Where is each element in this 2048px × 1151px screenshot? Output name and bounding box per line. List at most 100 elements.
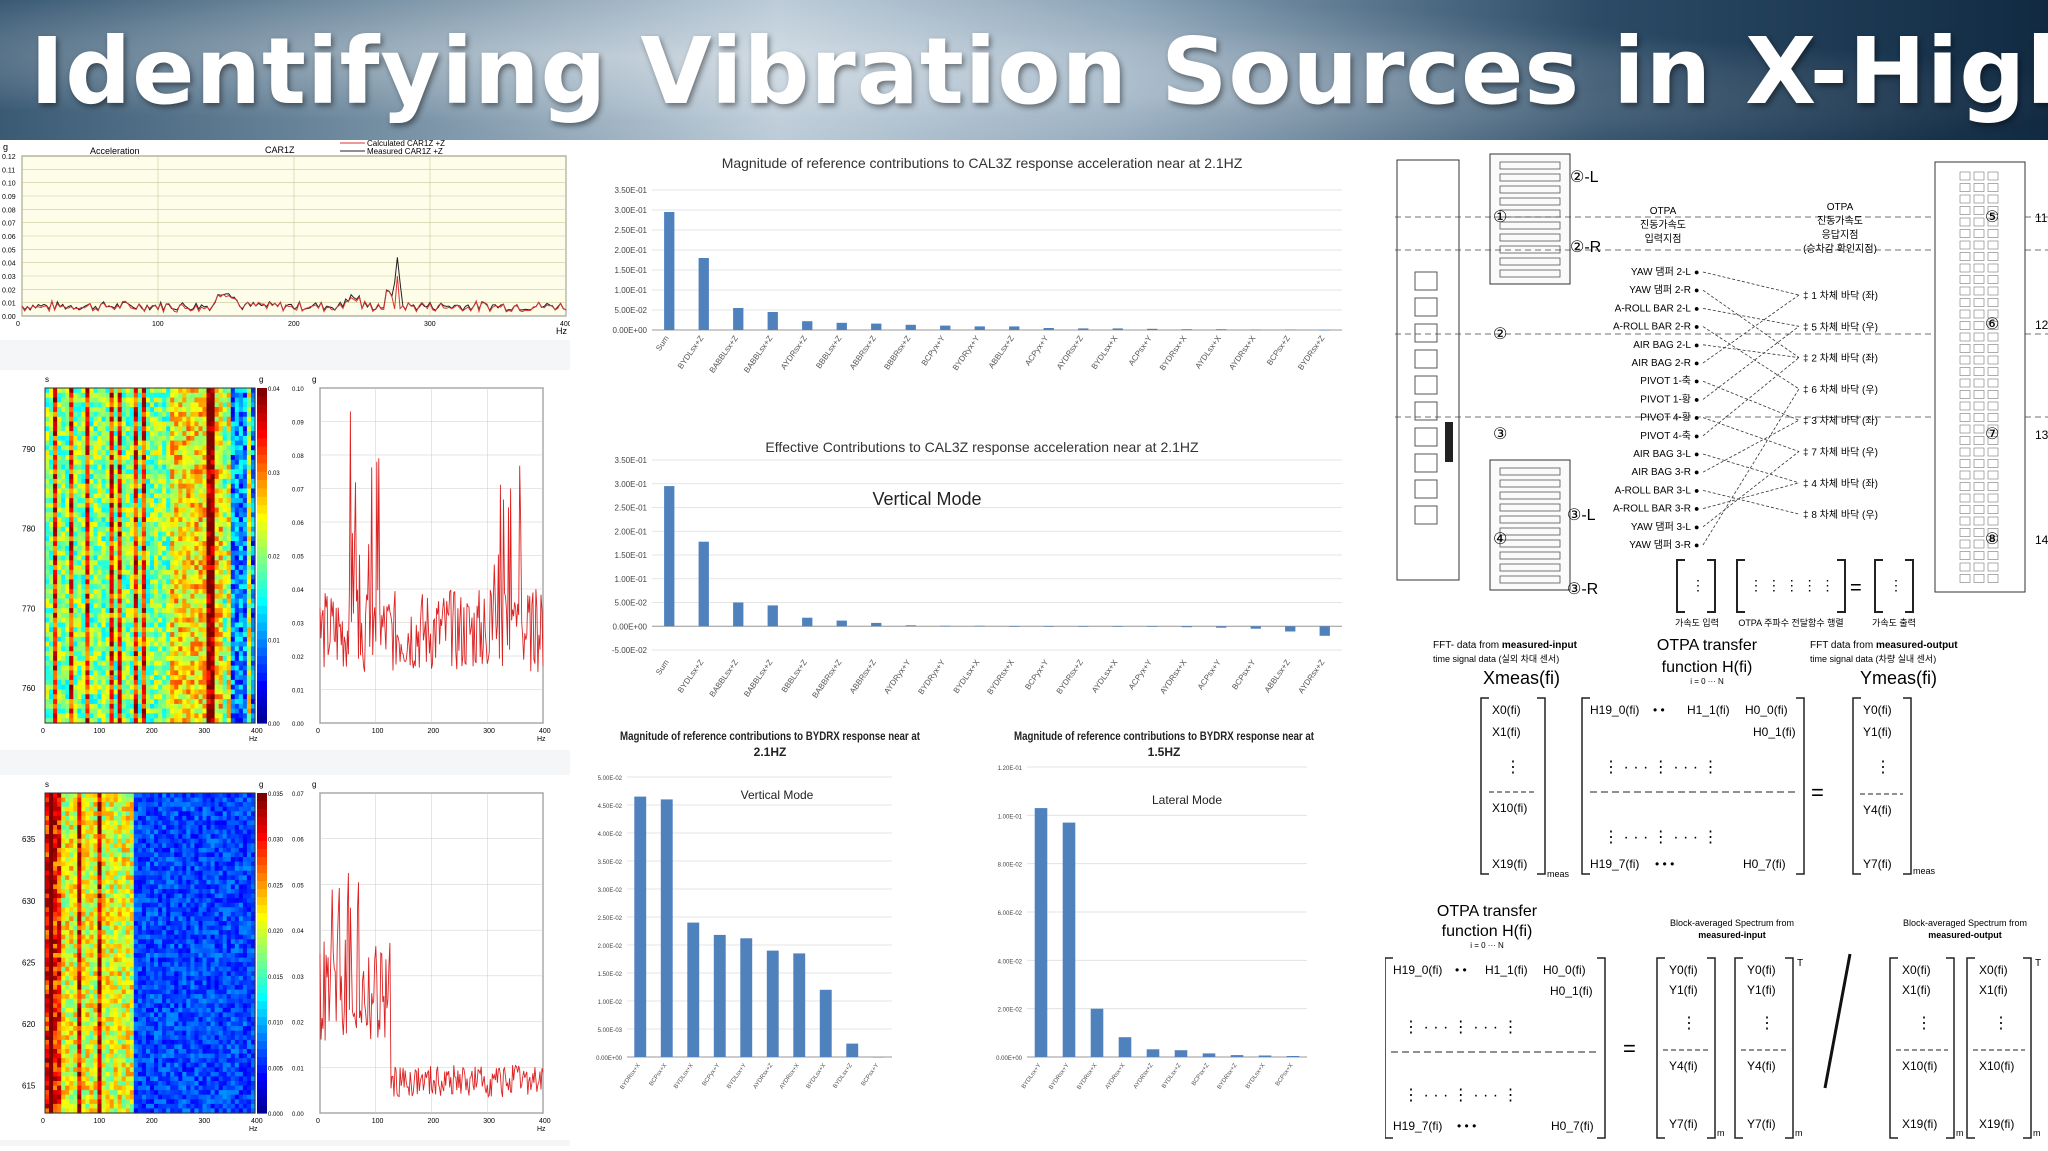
- spectrogram-cell: [138, 479, 143, 484]
- spectrogram-cell: [102, 398, 107, 403]
- spectrogram-cell: [126, 407, 131, 412]
- spectrogram-cell: [130, 517, 135, 522]
- spectrogram-cell: [186, 704, 191, 709]
- spectrogram-cell: [219, 570, 224, 575]
- spectrogram-cell: [53, 656, 58, 661]
- spectrogram-cell: [106, 880, 111, 885]
- spectrogram-cell: [146, 661, 151, 666]
- spectrogram-cell: [102, 632, 107, 637]
- spectrogram-cell: [199, 431, 204, 436]
- spectrogram-cell: [118, 565, 123, 570]
- spectrogram-cell: [134, 646, 139, 651]
- spectrogram-cell: [65, 656, 70, 661]
- spectrogram-cell: [110, 398, 115, 403]
- spectrogram-cell: [186, 802, 191, 807]
- spectrogram-cell: [247, 608, 252, 613]
- spectrogram-cell: [126, 565, 131, 570]
- spectrogram-cell: [102, 637, 107, 642]
- spectrogram-cell: [207, 422, 212, 427]
- spectrogram-cell: [45, 618, 50, 623]
- spectrogram-cell: [114, 694, 119, 699]
- spectrogram-cell: [154, 493, 159, 498]
- spectrogram-cell: [110, 536, 115, 541]
- spectrogram-cell: [61, 670, 66, 675]
- spectrogram-cell: [61, 527, 66, 532]
- spectrogram-cell: [77, 709, 82, 714]
- spectrogram-cell: [231, 811, 236, 816]
- spectrogram-cell: [231, 848, 236, 853]
- spectrogram-cell: [215, 484, 220, 489]
- spectrogram-cell: [89, 546, 94, 551]
- spectrogram-cell: [170, 857, 175, 862]
- spectrogram-cell: [150, 579, 155, 584]
- spectrogram-cell: [110, 670, 115, 675]
- spectrogram-cell: [81, 608, 86, 613]
- spectrogram-cell: [134, 843, 139, 848]
- spectrum-x-tick: 100: [372, 728, 384, 735]
- spectrogram-cell: [219, 699, 224, 704]
- spectrogram-cell: [211, 656, 216, 661]
- spectrogram-cell: [231, 594, 236, 599]
- spectrogram-cell: [150, 839, 155, 844]
- spectrogram-cell: [114, 623, 119, 628]
- spectrogram-cell: [239, 866, 244, 871]
- spectrogram-cell: [106, 489, 111, 494]
- spectrogram-cell: [49, 508, 54, 513]
- spectrogram-cell: [199, 417, 204, 422]
- spectrogram-cell: [89, 848, 94, 853]
- spectrogram-cell: [73, 675, 78, 680]
- spectrogram-cell: [190, 551, 195, 556]
- spectrogram-cell: [170, 398, 175, 403]
- spectrogram-cell: [65, 843, 70, 848]
- spectrogram-cell: [162, 498, 167, 503]
- spectrogram-cell: [211, 493, 216, 498]
- spectrogram-cell: [110, 862, 115, 867]
- spectrogram-cell: [138, 843, 143, 848]
- spectrogram-cell: [102, 894, 107, 899]
- spectrogram-cell: [247, 704, 252, 709]
- spectrogram-cell: [61, 489, 66, 494]
- spectrogram-cell: [219, 489, 224, 494]
- spectrogram-cell: [146, 685, 151, 690]
- spectrogram-cell: [146, 393, 151, 398]
- spectrogram-cell: [138, 852, 143, 857]
- spectrogram-cell: [207, 642, 212, 647]
- spectrogram-cell: [102, 489, 107, 494]
- spectrogram-cell: [150, 825, 155, 830]
- spectrogram-cell: [134, 599, 139, 604]
- spectrogram-cell: [223, 484, 228, 489]
- spectrogram-cell: [215, 388, 220, 393]
- spectrogram-cell: [65, 450, 70, 455]
- spectrogram-cell: [223, 570, 228, 575]
- spectrogram-cell: [174, 445, 179, 450]
- spectrogram-cell: [138, 512, 143, 517]
- spectrogram-cell: [178, 661, 183, 666]
- spectrogram-cell: [227, 402, 232, 407]
- spectrogram-cell: [235, 848, 240, 853]
- spectrogram-cell: [53, 417, 58, 422]
- spectrogram-cell: [170, 680, 175, 685]
- spectrogram-cell: [81, 508, 86, 513]
- spectrogram-cell: [94, 704, 99, 709]
- spectrogram-cell: [158, 661, 163, 666]
- spectrogram-cell: [94, 484, 99, 489]
- spectrogram-cell: [162, 599, 167, 604]
- spectrogram-cell: [235, 816, 240, 821]
- spectrogram-cell: [85, 594, 90, 599]
- spectrogram-cell: [150, 412, 155, 417]
- spectrogram-cell: [102, 431, 107, 436]
- spectrogram-cell: [170, 694, 175, 699]
- spectrogram-cell: [243, 484, 248, 489]
- spectrogram-cell: [203, 699, 208, 704]
- spectrogram-cell: [227, 646, 232, 651]
- spectrogram-cell: [81, 594, 86, 599]
- spectrogram-cell: [243, 802, 248, 807]
- spectrogram-cell: [102, 570, 107, 575]
- spectrogram-cell: [170, 599, 175, 604]
- spectrogram-cell: [81, 426, 86, 431]
- spectrogram-cell: [186, 422, 191, 427]
- spectrogram-cell: [178, 493, 183, 498]
- spectrogram-cell: [142, 651, 147, 656]
- spectrogram-cell: [219, 565, 224, 570]
- spectrogram-cell: [178, 512, 183, 517]
